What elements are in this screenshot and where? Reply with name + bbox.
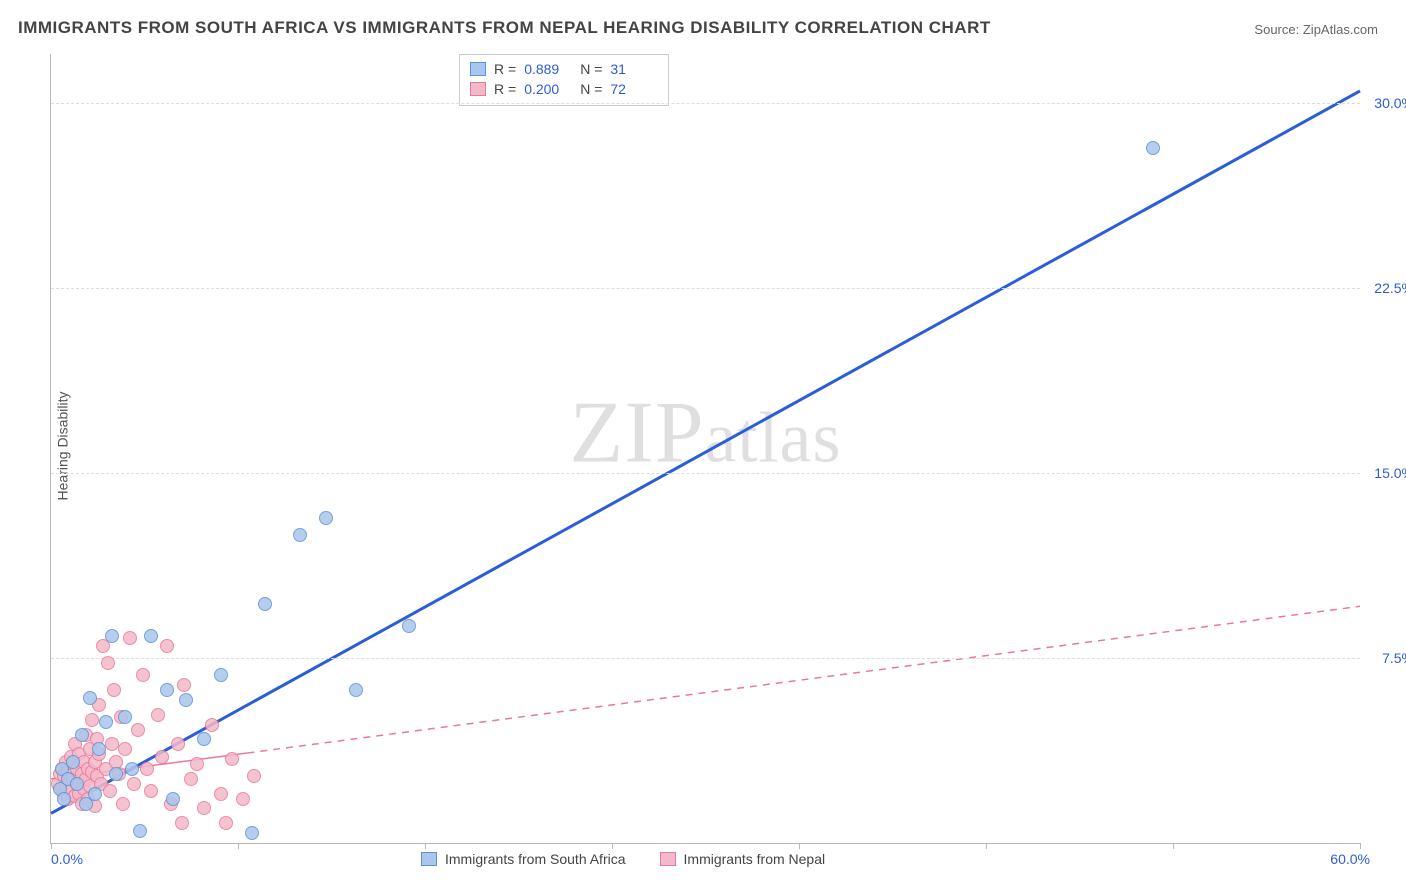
scatter-point <box>319 511 333 525</box>
scatter-point <box>85 713 99 727</box>
x-tick <box>612 843 613 849</box>
swatch-series-2 <box>470 82 486 96</box>
stat-r-label: R = <box>494 59 516 79</box>
chart-plot-area: ZIPatlas R = 0.889 N = 31 R = 0.200 N = … <box>50 54 1360 844</box>
stat-r-value-2: 0.200 <box>524 79 572 99</box>
y-tick-label: 30.0% <box>1374 95 1406 111</box>
scatter-point <box>118 710 132 724</box>
scatter-point <box>155 750 169 764</box>
scatter-point <box>160 683 174 697</box>
scatter-point <box>118 742 132 756</box>
legend-item-1: Immigrants from South Africa <box>421 851 626 867</box>
scatter-point <box>127 777 141 791</box>
swatch-series-1 <box>470 62 486 76</box>
stat-n-value-1: 31 <box>610 59 658 79</box>
stat-n-label: N = <box>580 79 602 99</box>
legend-label-1: Immigrants from South Africa <box>445 851 626 867</box>
y-tick-label: 15.0% <box>1374 465 1406 481</box>
stat-n-value-2: 72 <box>610 79 658 99</box>
scatter-point <box>205 718 219 732</box>
chart-title: IMMIGRANTS FROM SOUTH AFRICA VS IMMIGRAN… <box>18 18 991 38</box>
scatter-point <box>133 824 147 838</box>
source-link[interactable]: ZipAtlas.com <box>1303 22 1378 37</box>
scatter-point <box>105 737 119 751</box>
scatter-point <box>258 597 272 611</box>
trend-lines-layer <box>51 54 1360 843</box>
legend-item-2: Immigrants from Nepal <box>660 851 826 867</box>
x-tick <box>238 843 239 849</box>
legend-label-2: Immigrants from Nepal <box>684 851 826 867</box>
x-tick <box>425 843 426 849</box>
swatch-series-1 <box>421 852 437 866</box>
y-tick-label: 7.5% <box>1382 650 1406 666</box>
gridline-h <box>51 288 1360 289</box>
scatter-point <box>214 668 228 682</box>
gridline-h <box>51 658 1360 659</box>
scatter-point <box>175 816 189 830</box>
scatter-point <box>140 762 154 776</box>
scatter-point <box>57 792 71 806</box>
scatter-point <box>66 755 80 769</box>
scatter-point <box>151 708 165 722</box>
scatter-point <box>101 656 115 670</box>
scatter-point <box>219 816 233 830</box>
scatter-point <box>160 639 174 653</box>
scatter-point <box>103 784 117 798</box>
scatter-point <box>83 691 97 705</box>
stat-r-value-1: 0.889 <box>524 59 572 79</box>
scatter-point <box>402 619 416 633</box>
scatter-point <box>349 683 363 697</box>
scatter-point <box>99 715 113 729</box>
scatter-point <box>1146 141 1160 155</box>
scatter-point <box>171 737 185 751</box>
scatter-point <box>214 787 228 801</box>
scatter-point <box>225 752 239 766</box>
scatter-point <box>136 668 150 682</box>
source-label: Source: <box>1254 22 1299 37</box>
scatter-point <box>197 801 211 815</box>
scatter-point <box>197 732 211 746</box>
scatter-point <box>179 693 193 707</box>
x-tick <box>1360 843 1361 849</box>
stat-n-label: N = <box>580 59 602 79</box>
x-axis-min-label: 0.0% <box>51 851 83 867</box>
gridline-h <box>51 103 1360 104</box>
scatter-point <box>88 787 102 801</box>
scatter-point <box>293 528 307 542</box>
scatter-point <box>236 792 250 806</box>
scatter-point <box>245 826 259 840</box>
x-tick <box>1173 843 1174 849</box>
scatter-point <box>92 742 106 756</box>
x-axis-max-label: 60.0% <box>1330 851 1370 867</box>
source-attribution: Source: ZipAtlas.com <box>1254 22 1378 37</box>
scatter-point <box>116 797 130 811</box>
stats-row-series-2: R = 0.200 N = 72 <box>470 79 658 99</box>
scatter-point <box>144 784 158 798</box>
scatter-point <box>125 762 139 776</box>
stats-legend-box: R = 0.889 N = 31 R = 0.200 N = 72 <box>459 54 669 106</box>
stat-r-label: R = <box>494 79 516 99</box>
gridline-h <box>51 473 1360 474</box>
bottom-legend: Immigrants from South Africa Immigrants … <box>421 851 825 867</box>
scatter-point <box>177 678 191 692</box>
scatter-point <box>109 767 123 781</box>
scatter-point <box>131 723 145 737</box>
scatter-point <box>70 777 84 791</box>
scatter-point <box>247 769 261 783</box>
scatter-point <box>144 629 158 643</box>
scatter-point <box>75 728 89 742</box>
scatter-point <box>107 683 121 697</box>
stats-row-series-1: R = 0.889 N = 31 <box>470 59 658 79</box>
scatter-point <box>123 631 137 645</box>
scatter-point <box>166 792 180 806</box>
x-tick <box>986 843 987 849</box>
x-tick <box>51 843 52 849</box>
x-tick <box>799 843 800 849</box>
scatter-point <box>190 757 204 771</box>
swatch-series-2 <box>660 852 676 866</box>
y-tick-label: 22.5% <box>1374 280 1406 296</box>
scatter-point <box>105 629 119 643</box>
scatter-point <box>184 772 198 786</box>
